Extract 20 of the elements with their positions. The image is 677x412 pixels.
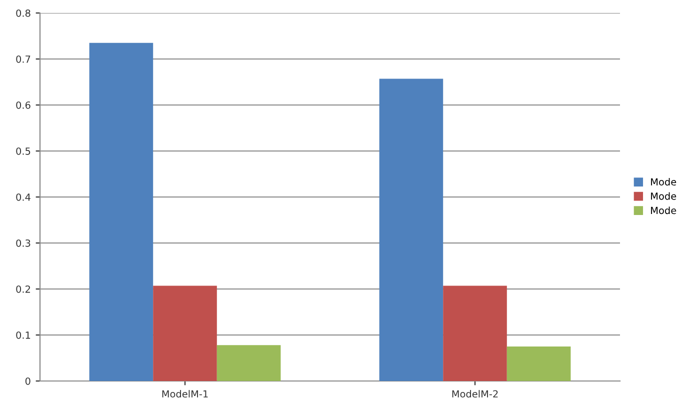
- y-tick-label: 0.4: [16, 193, 30, 201]
- bar: [153, 286, 217, 381]
- bar: [443, 286, 507, 381]
- bar: [89, 42, 154, 381]
- bar: [506, 346, 571, 381]
- y-tick-label: 0.2: [16, 285, 30, 293]
- bar: [379, 78, 444, 381]
- y-tick-label: 0.8: [16, 9, 30, 17]
- legend-label: Mode: [651, 206, 676, 214]
- y-tick-label: 0: [25, 377, 30, 385]
- y-tick-label: 0.6: [16, 101, 30, 109]
- x-tick-label: ModelM-1: [162, 390, 208, 398]
- y-tick-label: 0.1: [16, 331, 30, 339]
- y-tick-label: 0.7: [16, 55, 30, 63]
- y-tick-label: 0.3: [16, 239, 30, 247]
- legend-label: Mode: [651, 192, 676, 200]
- legend-label: Mode: [651, 178, 676, 186]
- bar: [216, 345, 281, 381]
- y-tick-label: 0.5: [16, 147, 30, 155]
- x-tick-label: ModelM-2: [452, 390, 498, 398]
